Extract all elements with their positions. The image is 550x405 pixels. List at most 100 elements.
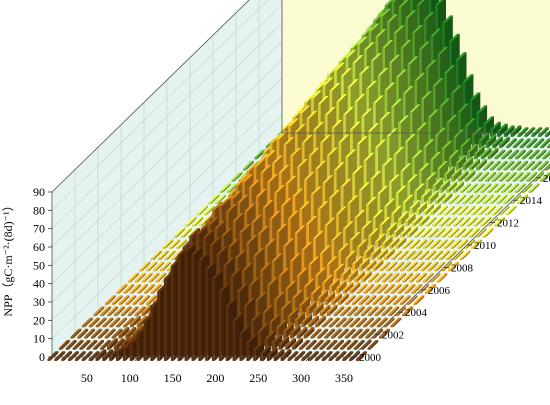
bar-front	[446, 258, 449, 260]
bar-front	[77, 337, 80, 339]
bar-front	[492, 214, 495, 216]
bar-front	[151, 258, 154, 260]
bar-front	[220, 191, 223, 193]
bar-front	[400, 234, 403, 238]
bar-front	[432, 258, 435, 260]
x-tick-label: 100	[121, 371, 139, 385]
bar-front	[432, 225, 435, 227]
bar-front	[474, 191, 477, 193]
bar-front	[71, 337, 74, 339]
bar-front	[329, 359, 332, 361]
bar-front	[132, 303, 135, 305]
bar-front	[508, 191, 511, 193]
bar-front	[354, 279, 357, 283]
bar-front	[116, 352, 119, 361]
bar-front	[158, 258, 161, 260]
bar-front	[504, 133, 507, 137]
bar-front	[153, 270, 156, 272]
bar-front	[48, 359, 51, 361]
bar-front	[86, 348, 89, 350]
bar-front	[487, 191, 490, 193]
bar-front	[458, 214, 461, 216]
bar-front	[297, 335, 300, 339]
bar-front	[494, 191, 497, 193]
z-tick-label: 30	[33, 295, 45, 309]
bar-front	[333, 348, 336, 350]
bar-front	[274, 357, 277, 361]
bar-front	[451, 247, 454, 249]
bar-front	[405, 258, 408, 260]
bar-front	[219, 291, 222, 361]
bar-front	[89, 326, 92, 328]
bar-front	[338, 337, 341, 339]
bar-front	[66, 348, 69, 350]
bar-front	[119, 335, 122, 339]
bar-front	[497, 131, 500, 137]
bar-front	[444, 247, 447, 249]
bar-front	[149, 281, 152, 283]
bar-front	[462, 236, 465, 238]
bar-front	[327, 313, 330, 317]
bar-front	[363, 326, 366, 328]
bar-front	[82, 359, 85, 361]
bar-front	[347, 348, 350, 350]
bar-front	[460, 191, 463, 193]
bar-front	[340, 348, 343, 350]
bar-front	[462, 202, 465, 204]
bar-front	[483, 202, 486, 204]
bar-front	[357, 292, 360, 294]
bar-front	[61, 359, 64, 361]
bar-front	[538, 169, 541, 171]
bar-front	[423, 212, 426, 216]
bar-front	[439, 225, 442, 227]
bar-front	[510, 169, 513, 171]
bar-front	[121, 314, 124, 316]
z-tick-label: 60	[33, 240, 45, 254]
bar-front	[481, 156, 484, 160]
bar-front	[460, 225, 463, 227]
bar-front	[128, 314, 131, 316]
bar-front	[538, 135, 541, 137]
bar-front	[123, 326, 126, 328]
bar-front	[227, 191, 230, 193]
bar-front	[451, 176, 454, 182]
bar-front	[336, 326, 339, 328]
bar-front	[324, 299, 327, 305]
bar-front	[102, 357, 105, 361]
bar-front	[497, 202, 500, 204]
bar-front	[336, 288, 339, 294]
bar-front	[84, 337, 87, 339]
x-tick-label: 350	[335, 371, 353, 385]
bar-front	[130, 343, 133, 361]
bar-front	[425, 258, 428, 260]
bar-front	[199, 225, 202, 227]
bar-front	[536, 158, 539, 160]
bar-front	[511, 133, 514, 137]
bar-front	[467, 225, 470, 227]
bar-front	[437, 214, 440, 216]
bar-front	[119, 303, 122, 305]
bar-front	[469, 167, 472, 171]
bar-front	[243, 169, 246, 171]
bar-front	[301, 322, 304, 328]
bar-front	[278, 344, 281, 350]
bar-front	[311, 337, 314, 339]
bar-front	[395, 281, 398, 283]
bar-front	[135, 314, 138, 316]
year-tick-label: 2016	[543, 173, 550, 185]
bar-front	[368, 281, 371, 283]
bar-front	[324, 337, 327, 339]
bar-front	[503, 202, 506, 204]
bar-front	[267, 355, 270, 361]
bar-front	[488, 156, 491, 160]
bar-front	[426, 225, 429, 227]
year-tick-label: 2004	[405, 307, 428, 319]
bar-front	[313, 311, 316, 317]
bar-front	[317, 337, 320, 339]
bar-front	[338, 301, 341, 305]
bar-front	[350, 290, 353, 294]
x-tick-label: 300	[292, 371, 310, 385]
bar-front	[368, 348, 371, 350]
